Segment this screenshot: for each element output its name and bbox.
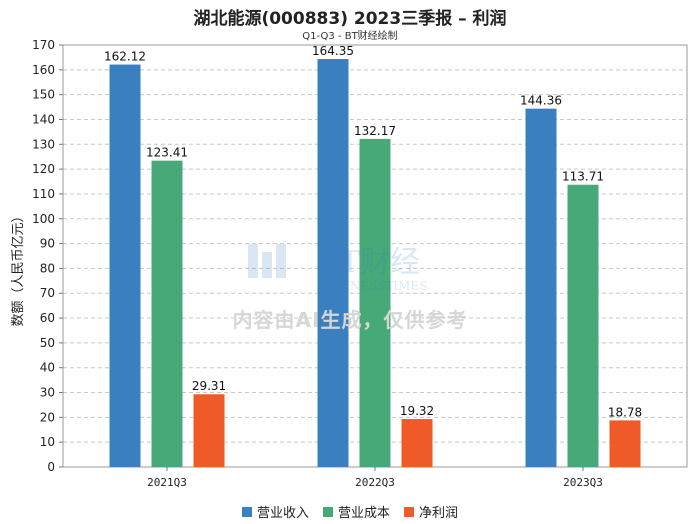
bar-chart: 0 10 20 30 40 50 60 70 80 90 100 110 120 130 140 150 160… <box>11 38 688 489</box>
bar-2021Q3-净利润 <box>193 394 225 467</box>
data-labels: 162.12 123.41 29.31 164.35 132.17 19.32 144.36… <box>104 44 642 419</box>
y-tick-label: 140 <box>32 112 55 126</box>
y-tick-label: 50 <box>40 336 55 350</box>
x-tick-label: 2023Q3 <box>563 476 603 489</box>
watermark-logo: BT财经 BUSINESSTIMES <box>248 244 427 293</box>
y-tick-label: 90 <box>40 237 55 251</box>
y-tick-label: 160 <box>32 63 55 77</box>
legend-label: 营业成本 <box>337 506 390 521</box>
y-tick-label: 10 <box>40 435 55 449</box>
y-tick-label: 70 <box>40 286 55 300</box>
data-label: 18.78 <box>608 405 642 419</box>
chart-subtitle: Q1-Q3 - BT财经绘制 <box>302 31 398 42</box>
y-tick-label: 130 <box>32 137 55 151</box>
watermark-logo-text: BT财经 <box>318 245 420 280</box>
legend-swatch <box>322 506 333 517</box>
legend-swatch <box>404 506 414 517</box>
data-label: 123.41 <box>146 146 188 160</box>
legend-label: 净利润 <box>419 506 459 521</box>
watermark-logo-sub: BUSINESSTIMES <box>318 279 427 293</box>
y-tick-label: 110 <box>32 187 55 201</box>
y-tick-label: 20 <box>40 410 55 424</box>
data-label: 144.36 <box>520 94 562 108</box>
y-tick-label: 40 <box>40 361 55 375</box>
y-tick-label: 60 <box>40 311 55 325</box>
bar-2023Q3-营业收入 <box>525 108 557 468</box>
y-tick-label: 120 <box>32 162 55 176</box>
y-tick-label: 0 <box>47 460 55 474</box>
axes: 0 10 20 30 40 50 60 70 80 90 100 110 120 130 140 150 160… <box>32 38 688 489</box>
legend-item: 营业收入 <box>241 502 309 521</box>
data-label: 113.71 <box>562 170 604 184</box>
bar-2022Q3-净利润 <box>401 419 433 467</box>
y-tick-label: 150 <box>32 88 55 102</box>
bars <box>109 59 641 468</box>
data-label: 132.17 <box>354 124 396 138</box>
data-label: 29.31 <box>192 379 226 393</box>
y-tick-label: 100 <box>32 212 55 226</box>
y-tick-label: 170 <box>32 38 55 52</box>
legend-label: 营业收入 <box>256 506 309 521</box>
y-tick-label: 30 <box>40 386 55 400</box>
legend-item: 净利润 <box>404 502 458 521</box>
x-tick-label: 2022Q3 <box>355 476 395 489</box>
y-axis-label: 数额（人民币亿元） <box>11 209 26 326</box>
bar-2022Q3-营业收入 <box>317 59 349 467</box>
data-label: 19.32 <box>400 404 434 418</box>
bar-2023Q3-营业成本 <box>567 184 599 468</box>
x-tick-label: 2021Q3 <box>147 476 187 489</box>
bar-2021Q3-营业收入 <box>109 64 141 467</box>
legend-item: 营业成本 <box>322 502 390 521</box>
data-label: 162.12 <box>104 50 146 64</box>
bar-2022Q3-营业成本 <box>359 138 391 467</box>
chart-title: 湖北能源(000883) 2023三季报 – 利润 <box>193 9 507 29</box>
data-label: 164.35 <box>312 44 354 58</box>
y-tick-label: 80 <box>40 261 55 275</box>
legend: 营业收入 营业成本 净利润 <box>0 502 700 521</box>
bar-2021Q3-营业成本 <box>151 160 183 467</box>
watermark-notice: 内容由AI生成，仅供参考 <box>232 308 468 332</box>
legend-swatch <box>241 506 252 517</box>
bar-2023Q3-净利润 <box>609 420 641 467</box>
